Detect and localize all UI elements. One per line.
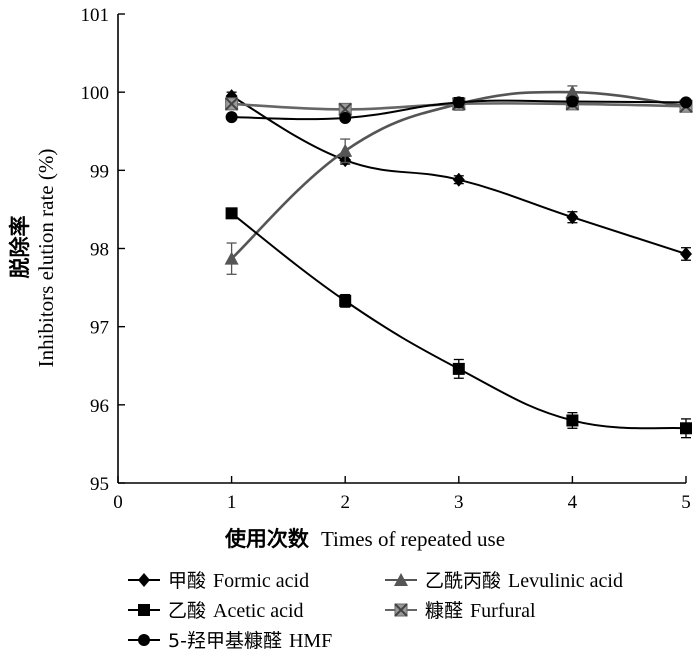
y-ticks: 95 96 97 98 99 100 101 — [81, 5, 125, 495]
data-point — [225, 111, 238, 124]
series-layer — [224, 85, 693, 439]
x-tick-label: 5 — [681, 492, 691, 513]
legend-label-en: Furfural — [470, 600, 536, 622]
legend-item: 乙酰丙酸 Levulinic acid — [385, 570, 623, 592]
legend-label-en: HMF — [289, 630, 332, 652]
y-axis-title: 脱除率 Inhibitors elution rate (%) — [8, 149, 58, 368]
legend-label-en: Formic acid — [213, 570, 309, 592]
x-tick-label: 1 — [227, 492, 237, 513]
data-point — [680, 246, 692, 261]
data-point — [452, 96, 465, 109]
data-point — [680, 422, 692, 435]
y-tick-label: 98 — [90, 240, 109, 261]
data-point — [452, 362, 465, 375]
legend-label: 乙酰丙酸 Levulinic acid — [425, 570, 623, 592]
legend-label-cn: 5-羟甲基糠醛 — [168, 629, 282, 652]
x-ticks: 0 1 2 3 4 5 — [113, 476, 691, 513]
x-axis-title-en: Times of repeated use — [321, 527, 505, 551]
y-tick-label: 95 — [90, 474, 109, 495]
data-point — [224, 97, 239, 111]
legend-item: 乙酸 Acetic acid — [128, 600, 304, 622]
y-tick-label: 100 — [81, 83, 110, 104]
legend-label-cn: 乙酰丙酸 — [425, 570, 501, 592]
series-formic-acid — [225, 89, 692, 261]
x-tick-label: 4 — [568, 492, 578, 513]
data-point — [452, 172, 465, 187]
svg-text:使用次数 Times of repeated u: 使用次数 Times of repeated use — [224, 527, 505, 551]
plot-area: 0 1 2 3 4 5 95 96 97 98 99 100 101 — [81, 5, 693, 513]
data-point — [566, 95, 579, 108]
x-tick-label: 2 — [340, 492, 350, 513]
data-point — [224, 251, 239, 265]
data-point — [339, 294, 352, 307]
data-point — [565, 85, 580, 99]
legend-item: 甲酸 Formic acid — [128, 570, 309, 592]
y-tick-label: 97 — [90, 318, 109, 339]
legend-label-cn: 乙酸 — [168, 600, 206, 622]
legend-marker — [394, 603, 408, 617]
x-axis-title: 使用次数 Times of repeated use — [224, 527, 505, 551]
data-point — [338, 102, 352, 117]
series-hmf — [225, 95, 692, 124]
series-acetic-acid — [225, 207, 692, 439]
legend-marker — [138, 573, 150, 587]
legend-label: 甲酸 Formic acid — [168, 570, 309, 592]
data-point — [225, 207, 238, 220]
legend-label: 5-羟甲基糠醛 HMF — [168, 629, 332, 652]
legend-label-en: Levulinic acid — [508, 570, 623, 592]
x-tick-label: 0 — [113, 492, 123, 513]
legend-label-en: Acetic acid — [213, 600, 304, 622]
data-point — [566, 414, 579, 427]
legend: 甲酸 Formic acid 乙酰丙酸 Levulinic acid 乙酸 Acetic … — [128, 570, 623, 652]
x-axis-title-cn: 使用次数 — [224, 527, 310, 551]
series-line — [230, 212, 687, 430]
legend-item: 糠醛 Furfural — [385, 599, 536, 622]
legend-label-cn: 甲酸 — [168, 570, 206, 592]
legend-marker — [138, 604, 150, 616]
data-point — [338, 143, 353, 157]
legend-label-cn: 糠醛 — [425, 599, 463, 622]
data-point — [339, 111, 352, 124]
data-point — [680, 96, 692, 109]
legend-marker — [394, 573, 408, 586]
y-tick-label: 101 — [81, 5, 110, 26]
y-axis-title-en: Inhibitors elution rate (%) — [34, 149, 58, 368]
x-tick-label: 3 — [454, 492, 464, 513]
data-point — [566, 210, 579, 225]
y-tick-label: 99 — [90, 161, 109, 182]
y-tick-label: 96 — [90, 396, 109, 417]
legend-label: 糠醛 Furfural — [425, 599, 536, 622]
legend-marker — [138, 634, 150, 646]
y-axis-title-cn: 脱除率 — [8, 216, 32, 279]
legend-item: 5-羟甲基糠醛 HMF — [128, 629, 332, 652]
legend-label: 乙酸 Acetic acid — [168, 600, 304, 622]
